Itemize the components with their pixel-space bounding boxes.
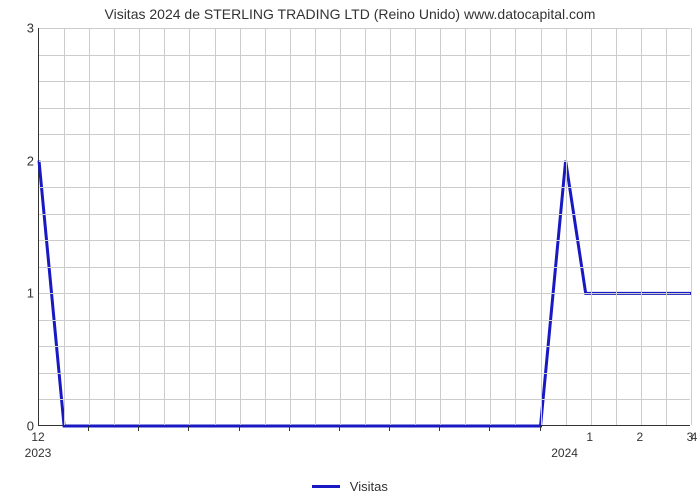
gridline-v [691,28,692,425]
chart-title: Visitas 2024 de STERLING TRADING LTD (Re… [0,6,700,22]
gridline-v [265,28,266,425]
x-minor-tick [289,426,290,431]
legend: Visitas [0,478,700,494]
gridline-v [215,28,216,425]
x-minor-tick [188,426,189,431]
x-tick-primary: 1 [586,430,593,444]
gridline-v [616,28,617,425]
gridline-v [440,28,441,425]
gridline-v [240,28,241,425]
gridline-v [290,28,291,425]
y-tick-label: 3 [6,21,34,36]
gridline-v [89,28,90,425]
gridline-v [114,28,115,425]
x-minor-tick [239,426,240,431]
x-minor-tick [540,426,541,431]
x-tick-primary: 12 [31,430,44,444]
legend-label: Visitas [350,479,388,494]
gridline-v [164,28,165,425]
gridline-v [666,28,667,425]
gridline-v [515,28,516,425]
x-tick-secondary: 2024 [551,446,578,460]
y-tick-label: 2 [6,153,34,168]
gridline-v [566,28,567,425]
y-tick-label: 0 [6,419,34,434]
plot-area [38,28,690,426]
gridline-v [415,28,416,425]
x-minor-tick [439,426,440,431]
gridline-v [64,28,65,425]
gridline-v [139,28,140,425]
gridline-v [490,28,491,425]
gridline-v [541,28,542,425]
x-minor-tick [489,426,490,431]
gridline-v [189,28,190,425]
x-tick-primary: 4 [691,430,698,444]
visits-chart: Visitas 2024 de STERLING TRADING LTD (Re… [0,0,700,500]
y-tick-label: 1 [6,286,34,301]
gridline-v [340,28,341,425]
gridline-v [591,28,592,425]
x-minor-tick [389,426,390,431]
gridline-v [390,28,391,425]
gridline-v [641,28,642,425]
gridline-v [315,28,316,425]
legend-swatch [312,485,340,488]
x-tick-secondary: 2023 [25,446,52,460]
x-minor-tick [88,426,89,431]
gridline-v [465,28,466,425]
x-minor-tick [339,426,340,431]
x-tick-primary: 2 [637,430,644,444]
x-minor-tick [138,426,139,431]
gridline-v [365,28,366,425]
